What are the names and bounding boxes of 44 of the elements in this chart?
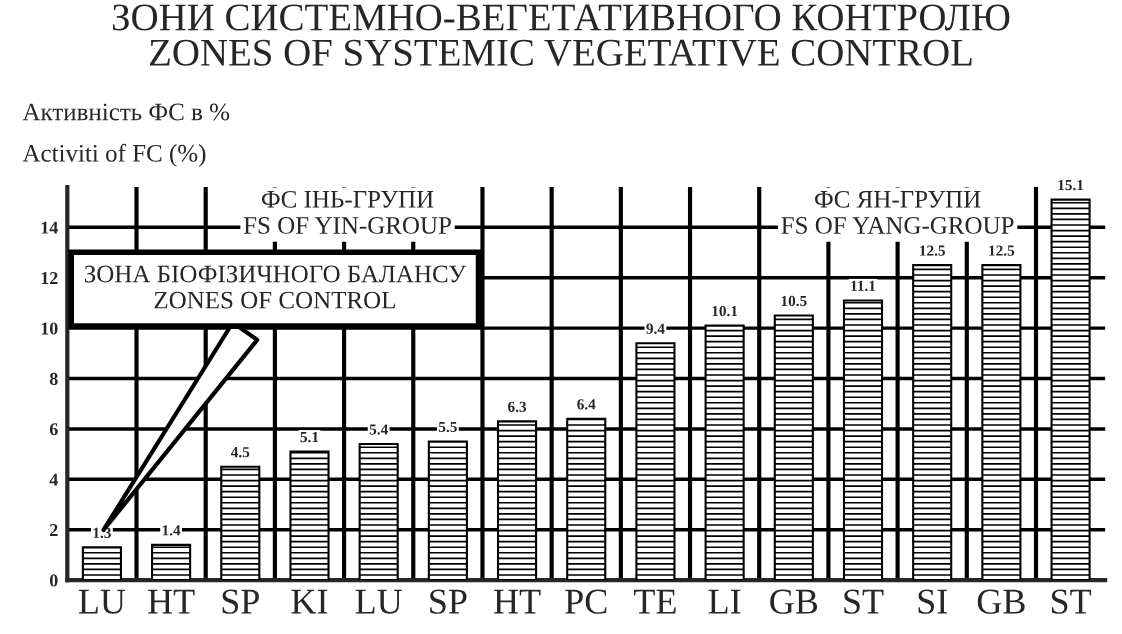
x-tick-label: SP <box>430 589 467 614</box>
data-label: 12.5 <box>920 245 945 256</box>
data-label: 9.4 <box>646 323 665 334</box>
x-tick-label: SP <box>222 589 259 614</box>
x-tick-label: ST <box>1051 589 1092 614</box>
y-tick-label: 4 <box>49 473 58 486</box>
y-tick-label: 8 <box>49 372 58 385</box>
data-label: 10.1 <box>712 305 738 317</box>
y-tick-label: 14 <box>41 221 58 234</box>
bar <box>151 543 192 581</box>
x-tick-label: TE <box>634 589 676 614</box>
annotation: ФС ІНЬ-ГРУПИ FS OF YIN-GROUP <box>243 190 451 234</box>
annotation: ЗОНА БІОФІЗИЧНОГО БАЛАНСУ ZONES OF CONTROL <box>84 265 467 309</box>
x-tick-label: HT <box>494 589 541 614</box>
x-tick-label: SI <box>918 589 947 614</box>
data-label: 5.1 <box>300 431 319 443</box>
data-label: 15.1 <box>1058 179 1084 191</box>
x-tick-label: LU <box>78 589 126 614</box>
data-label: 10.5 <box>781 295 807 307</box>
x-tick-label: LI <box>708 589 741 614</box>
y-tick-label: 10 <box>41 322 58 335</box>
x-tick-label: PC <box>565 589 607 614</box>
data-label: 4.5 <box>230 447 250 458</box>
data-label: 5.5 <box>438 421 457 433</box>
x-tick-label: GB <box>977 589 1025 614</box>
annotation: ФС ЯН-ГРУПИ FS OF YANG-GROUP <box>781 190 1014 234</box>
y-tick-label: 0 <box>49 574 58 587</box>
y-axis-title: Активність ФС в % Activiti of FC (%) <box>22 103 230 167</box>
y-tick-label: 2 <box>50 524 58 536</box>
bar <box>81 546 122 581</box>
x-tick-label: HT <box>148 589 195 614</box>
data-label: 5.4 <box>369 424 388 435</box>
data-label: 6.3 <box>508 401 527 413</box>
x-tick-label: KI <box>291 589 328 614</box>
chart-title: ЗОНИ СИСТЕМНО-ВЕГЕТАТИВНОГО КОНТРОЛЮ ZONES OF SYSTEMIC VEGETATIVE CONTROL <box>112 4 1010 67</box>
data-label: 6.4 <box>577 399 596 410</box>
x-tick-label: LU <box>355 589 402 614</box>
y-tick-label: 12 <box>41 272 58 285</box>
data-label: 12.5 <box>989 245 1015 256</box>
data-label: 1.4 <box>162 525 181 536</box>
x-tick-label: GB <box>770 589 818 614</box>
y-tick-label: 6 <box>49 423 58 436</box>
x-tick-label: ST <box>844 589 884 614</box>
data-label: 11.1 <box>851 280 876 292</box>
